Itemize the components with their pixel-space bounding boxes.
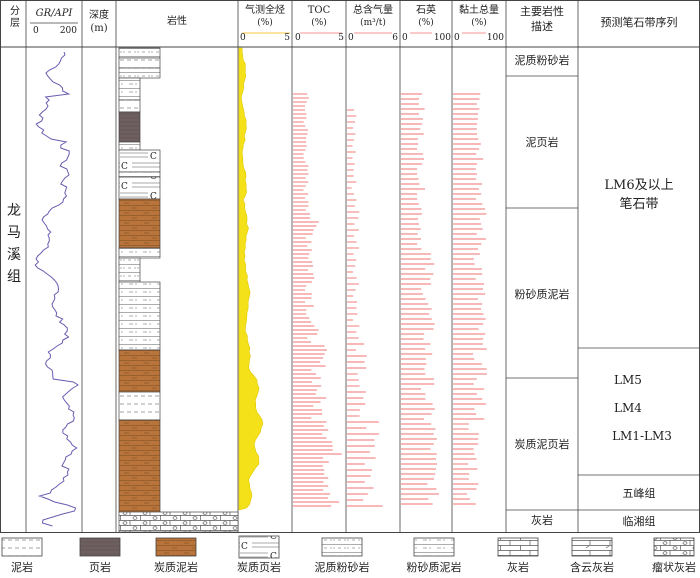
legend-swatch-shale [79,537,121,557]
toc-bars [293,93,342,507]
grapto-zone-3: LM1-LM3 [612,429,672,443]
lithology-layer [118,257,141,283]
lithology-layer [118,198,161,249]
grapto-zone-2: LM4 [614,401,642,415]
quartz-bars [401,93,439,505]
lithology-layer [118,419,161,513]
grapto-dividers [578,347,700,511]
quartz-max: 100 [434,33,451,43]
gr-min: 0 [33,26,39,36]
lithology-layer [118,171,161,178]
legend-swatch-argillaceous-siltstone [321,537,363,557]
toc-unit: (%) [311,17,327,28]
lithology-layer [118,141,141,151]
grapto-zone-5: 临湘组 [623,514,656,528]
grapto-zone-4: 五峰组 [623,486,656,500]
legend-label-6: 灰岩 [507,560,529,574]
legend-label-3: 炭质页岩 [237,560,281,574]
lithology-header: 岩性 [167,14,187,27]
gr-curve [34,51,79,527]
total-gas-min: 0 [348,33,354,43]
clay-max: 100 [487,33,504,43]
legend-label-8: 瘤状灰岩 [652,560,696,574]
lithology-layer [118,149,161,173]
lithology-layer [118,511,239,533]
legend: 泥岩 页岩 炭质泥岩 炭质页岩 泥质粉砂岩 粉砂质泥岩 灰岩 含云灰岩 瘤状灰岩 [1,535,696,574]
formation-header: 分层 [8,5,20,29]
toc-max: 5 [338,33,344,43]
lithology-layer [118,391,161,421]
litho-desc-4: 灰岩 [531,513,553,527]
quartz-unit: (%) [418,17,434,28]
main-litho-dividers [506,75,578,511]
legend-swatch-carbonaceous-shale [238,535,280,559]
total-gas-max: 6 [392,33,398,43]
total-gas-unit: (m³/t) [360,17,386,28]
gr-max: 200 [60,26,77,36]
formation-name: 龙马溪组 [7,203,21,285]
gas-min: 0 [240,33,246,43]
gas-header: 气测全烃 [245,3,285,16]
legend-label-5: 粉砂质泥岩 [407,560,462,574]
grapto-zone-top-box: LM6及以上笔石带 [604,178,674,212]
lithology-layer [118,57,161,69]
total-gas-bars [347,109,383,507]
toc-min: 0 [295,33,301,43]
gas-max: 5 [284,33,290,43]
column-dividers [25,0,579,532]
frame [0,0,700,533]
legend-swatch-limestone [497,537,539,557]
clay-min: 0 [454,33,460,43]
lithology-layer [118,247,161,259]
formation-name-box: 龙马溪组 [7,203,21,285]
lithology-column [118,47,239,533]
litho-desc-2: 粉砂质泥岩 [515,287,570,301]
legend-swatch-silty-mudstone [413,537,455,557]
lithology-layer [118,77,141,101]
quartz-header: 石英 [416,3,436,16]
toc-header: TOC [308,5,331,16]
legend-label-2: 炭质泥岩 [154,560,198,574]
depth-unit: (m) [90,23,107,34]
lithology-layer [118,349,161,393]
legend-swatch-carbonaceous-mudstone [155,537,197,557]
legend-swatch-nodular-limestone [653,537,695,557]
clay-header: 黏土总量 [459,3,499,16]
legend-swatch-mudstone [1,537,43,557]
gas-unit: (%) [257,17,273,28]
grapto-zone-0: LM6及以上笔石带 [604,178,674,212]
lithology-layer [118,67,161,79]
column-headers: 分层 GR/API 0 200 深度 (m) 岩性 气测全烃 (%) 0 5 T… [8,3,678,43]
clay-unit: (%) [471,17,487,28]
clay-bars [453,93,487,505]
depth-header: 深度 [89,8,109,21]
main-litho-header: 主要岩性描述 [520,5,564,33]
legend-label-0: 泥岩 [11,560,33,574]
litho-desc-1: 泥页岩 [526,135,559,149]
legend-label-7: 含云灰岩 [570,560,614,574]
lithology-layer [118,99,141,113]
quartz-min: 0 [402,33,408,43]
legend-label-1: 页岩 [89,560,111,574]
gas-fill-curve [238,47,264,511]
legend-label-4: 泥质粉砂岩 [315,560,370,574]
lithology-layer [118,176,161,200]
gr-header: GR/API [36,8,74,19]
lithology-layer [118,111,141,143]
litho-desc-0: 泥质粉砂岩 [515,53,570,67]
grapto-labels: LM5 LM4 LM1-LM3 五峰组 临湘组 [612,373,672,528]
grapto-header: 预测笔石带序列 [601,15,678,29]
lithology-layer [118,47,161,59]
grapto-zone-1: LM5 [614,373,642,387]
main-litho-header-box: 主要岩性描述 [520,5,564,33]
legend-swatch-dolomitic-limestone [571,537,613,557]
main-litho-labels: 泥质粉砂岩 泥页岩 粉砂质泥岩 炭质泥页岩 灰岩 [515,53,570,527]
total-gas-header: 总含气量 [353,3,393,16]
lithology-layer [118,281,161,351]
litho-desc-3: 炭质泥页岩 [515,437,570,451]
